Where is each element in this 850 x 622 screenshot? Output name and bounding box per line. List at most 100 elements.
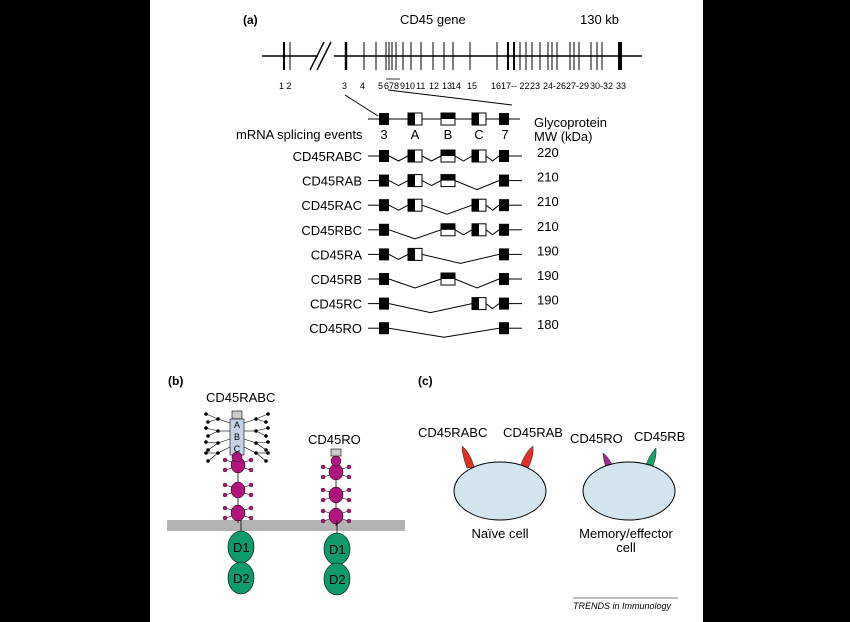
splice-junction [454,229,473,236]
exon-e7 [499,199,509,212]
glycan-node [204,451,208,455]
panel-b-label: (b) [168,374,183,388]
rabc-bead [230,481,246,499]
break-mark [309,41,325,71]
exon-C-fill [472,297,479,310]
glycan-stem [255,427,269,432]
splicing-header: mRNA splicing events [236,127,363,142]
splice-junction [421,253,500,264]
glycan-stem [255,442,267,451]
glycan-node [204,426,208,430]
glycan-node [266,426,270,430]
splice-junction [388,180,409,187]
exon-label-10: 10 [405,81,415,91]
glycan-stem [207,442,219,451]
exon-label-8: 8 [394,81,399,91]
exon-label-5: 5 [378,81,383,91]
exon-label-27-29: 27-29 [566,81,589,91]
journal-credit: TRENDS in Immunology [573,601,672,611]
isoform-name: CD45RBC [301,223,362,238]
exon-e7 [499,322,509,335]
exon-A-fill [408,150,415,162]
isoform-name: CD45RAC [301,198,362,213]
glycan-node [216,451,220,455]
rabc-branch-dot [222,482,228,488]
isoform-row-cd45ro: CD45RO 180 [309,317,559,338]
ro-branch-dot [346,497,352,503]
exon-B-fill [441,273,455,279]
splice-junction [421,204,473,215]
isoform-mw: 210 [537,170,559,185]
zoom-line-left [344,94,379,117]
ro-branch-dot [320,464,326,470]
isoform-mw: 210 [537,194,559,209]
glycan-node [254,417,258,421]
rabc-branch-dot [248,482,254,488]
glycan-node [206,459,210,463]
glycan-stem [205,413,219,420]
isoform-name: CD45RB [311,272,362,287]
naive-cell-label: Naïve cell [471,526,528,541]
exon-e3 [379,150,389,162]
glycan-stem [217,418,231,424]
molecule-cd45rabc-label: CD45RABC [206,390,275,405]
memory-cell-label-2: cell [616,540,636,555]
exon-A-fill [408,174,415,187]
rabc-branch-dot [222,505,228,511]
exon-e3 [379,248,389,261]
exon-C-fill [472,199,479,212]
exon-header-3: 3 [380,127,387,142]
exon-header-A: A [411,127,420,142]
ro-n-terminus-box [330,448,342,457]
exon-label-14: 14 [451,81,461,91]
cd45rabc-molecule: A B C D1 D2 [204,410,270,595]
rabc-top-bead [231,451,243,463]
exon-b-letter: B [234,432,240,442]
cd45ro-molecule: D1 D2 [320,448,352,596]
glycan-node [216,417,220,421]
ro-branch-dot [346,487,352,493]
ro-branch-dot [346,464,352,470]
glycan-node [254,441,258,445]
isoform-row-cd45rac: CD45RAC 210 [301,194,559,215]
exon-label-7: 7 [389,81,394,91]
gene-title: CD45 gene [400,12,466,27]
glycan-stem [255,441,269,444]
rabc-branch-dot [222,467,228,473]
exon-B-fill [441,223,455,230]
exon-label-15: 15 [467,81,477,91]
exon-C-fill [472,150,479,162]
exon-label-6: 6 [384,81,389,91]
glycan-stem [205,427,219,432]
isoform-row-cd45rab: CD45RAB 210 [302,170,559,191]
splice-junction [388,278,442,289]
splice-junction [485,155,500,162]
glycan-node [254,429,258,433]
exon-header-C: C [474,127,483,142]
rabc-branch-dot [248,492,254,498]
ro-branch-dot [346,508,352,514]
exon-label-1-2: 1 2 [279,81,292,91]
panel-a-label: (a) [243,13,258,27]
rabc-branch-dot [222,457,228,463]
rabc-branch-dot [248,505,254,511]
exon-label-33: 33 [616,81,626,91]
exon-label-4: 4 [360,81,365,91]
splice-junction [421,180,442,187]
ro-top-bead [330,455,342,467]
mw-header-line1: Glycoprotein [534,115,607,130]
isoform-row-cd45rc: CD45RC 190 [310,293,559,314]
glycan-node [264,434,268,438]
isoform-row-cd45rbc: CD45RBC 210 [301,219,559,240]
glycan-stem [255,413,269,420]
exon-number-labels: 1 2 3 4 5 6 7 8 9 10 11 12 13 14 15 16 1… [279,81,626,91]
exon-label-11: 11 [416,81,425,91]
isoform-mw: 220 [537,145,559,160]
glycan-node [206,434,210,438]
exon-C-fill [472,223,479,236]
splice-junction [388,253,409,260]
glycan-node [266,451,270,455]
exon-label-13: 13 [442,81,452,91]
glycan-stem [217,446,231,454]
ro-branch-dot [320,474,326,480]
